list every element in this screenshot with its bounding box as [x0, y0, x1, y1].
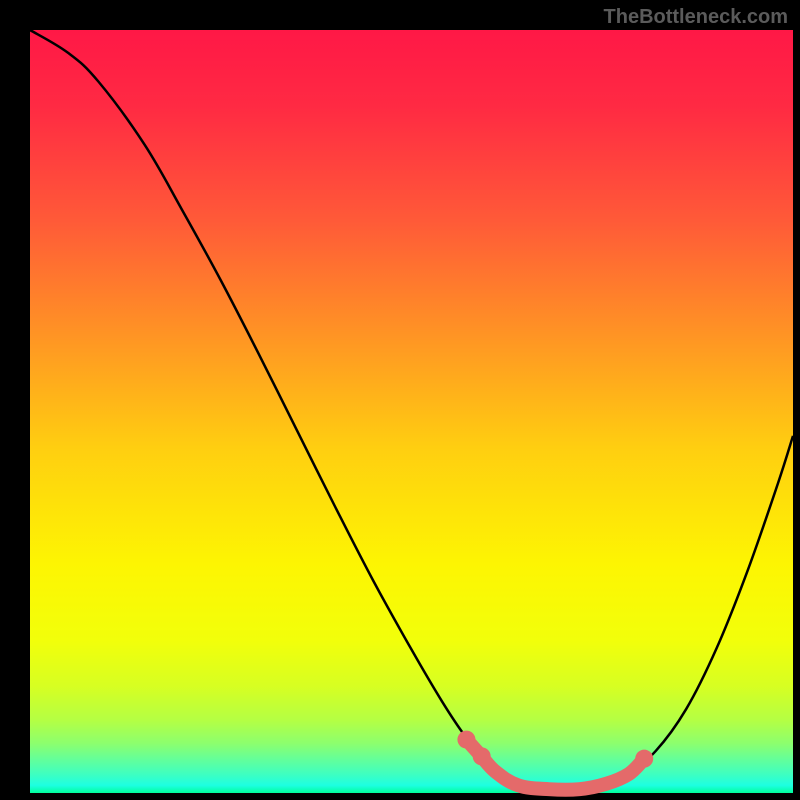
highlight-dot	[473, 747, 491, 765]
highlight-dot	[635, 750, 653, 768]
highlight-dot	[457, 731, 475, 749]
bottleneck-chart	[0, 0, 800, 800]
watermark-text: TheBottleneck.com	[604, 6, 788, 29]
chart-container: TheBottleneck.com	[0, 0, 800, 800]
